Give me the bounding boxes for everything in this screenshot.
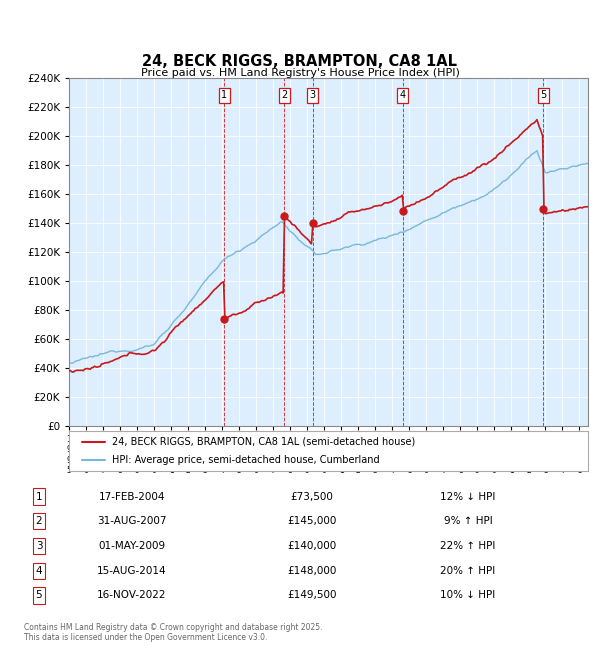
Text: 12% ↓ HPI: 12% ↓ HPI (440, 491, 496, 502)
Text: Contains HM Land Registry data © Crown copyright and database right 2025.
This d: Contains HM Land Registry data © Crown c… (24, 623, 323, 642)
Text: 3: 3 (35, 541, 43, 551)
Text: £140,000: £140,000 (287, 541, 337, 551)
Text: 4: 4 (400, 90, 406, 100)
Text: 10% ↓ HPI: 10% ↓ HPI (440, 590, 496, 601)
Text: 1: 1 (35, 491, 43, 502)
Text: 3: 3 (310, 90, 316, 100)
Text: 22% ↑ HPI: 22% ↑ HPI (440, 541, 496, 551)
Text: 01-MAY-2009: 01-MAY-2009 (98, 541, 166, 551)
Text: 16-NOV-2022: 16-NOV-2022 (97, 590, 167, 601)
Text: 5: 5 (540, 90, 547, 100)
Text: 31-AUG-2007: 31-AUG-2007 (97, 516, 167, 526)
Text: £148,000: £148,000 (287, 566, 337, 576)
Text: 24, BECK RIGGS, BRAMPTON, CA8 1AL: 24, BECK RIGGS, BRAMPTON, CA8 1AL (143, 54, 458, 70)
Text: 1: 1 (221, 90, 227, 100)
Text: 15-AUG-2014: 15-AUG-2014 (97, 566, 167, 576)
Text: 2: 2 (281, 90, 287, 100)
Text: Price paid vs. HM Land Registry's House Price Index (HPI): Price paid vs. HM Land Registry's House … (140, 68, 460, 78)
Text: 24, BECK RIGGS, BRAMPTON, CA8 1AL (semi-detached house): 24, BECK RIGGS, BRAMPTON, CA8 1AL (semi-… (112, 437, 415, 447)
Text: £149,500: £149,500 (287, 590, 337, 601)
Text: 20% ↑ HPI: 20% ↑ HPI (440, 566, 496, 576)
Text: HPI: Average price, semi-detached house, Cumberland: HPI: Average price, semi-detached house,… (112, 455, 379, 465)
Text: 4: 4 (35, 566, 43, 576)
Text: £73,500: £73,500 (290, 491, 334, 502)
Text: 9% ↑ HPI: 9% ↑ HPI (443, 516, 493, 526)
Text: £145,000: £145,000 (287, 516, 337, 526)
Text: 2: 2 (35, 516, 43, 526)
Text: 5: 5 (35, 590, 43, 601)
Text: 17-FEB-2004: 17-FEB-2004 (99, 491, 165, 502)
